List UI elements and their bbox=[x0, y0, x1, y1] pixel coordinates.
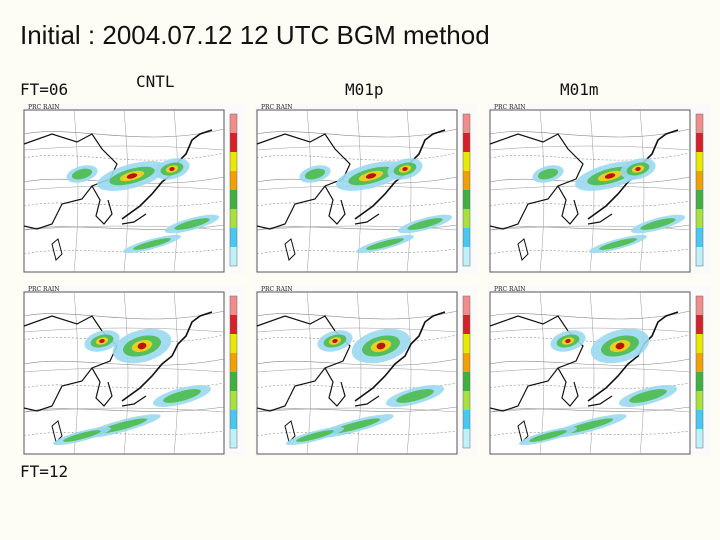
colorbar-segment bbox=[230, 334, 237, 353]
panel-header: PRC RAIN bbox=[494, 104, 526, 111]
colorbar-segment bbox=[230, 171, 237, 190]
weather-map: PRC RAIN bbox=[23, 286, 238, 455]
colorbar-segment bbox=[696, 152, 703, 171]
panel-header: PRC RAIN bbox=[494, 286, 526, 293]
colorbar-segment bbox=[696, 209, 703, 228]
colorbar-segment bbox=[463, 228, 470, 247]
colorbar-segment bbox=[463, 391, 470, 410]
row-label-ft12: FT=12 bbox=[20, 462, 69, 481]
panel-header: PRC RAIN bbox=[28, 286, 60, 293]
column-label-m01m: M01m bbox=[560, 80, 599, 99]
panel-header: PRC RAIN bbox=[28, 104, 60, 111]
colorbar-segment bbox=[230, 353, 237, 372]
colorbar-segment bbox=[696, 296, 703, 315]
colorbar-segment bbox=[230, 190, 237, 209]
colorbar-segment bbox=[463, 429, 470, 448]
panel-cntl-ft06: PRC RAIN bbox=[22, 104, 244, 274]
weather-map: PRC RAIN bbox=[23, 104, 238, 273]
colorbar-segment bbox=[696, 372, 703, 391]
column-label-cntl: CNTL bbox=[136, 72, 175, 91]
colorbar-segment bbox=[230, 247, 237, 266]
colorbar-segment bbox=[230, 152, 237, 171]
weather-map: PRC RAIN bbox=[256, 286, 471, 455]
colorbar-segment bbox=[696, 171, 703, 190]
colorbar-segment bbox=[463, 372, 470, 391]
panel-m01m-ft06: PRC RAIN bbox=[488, 104, 710, 274]
colorbar-segment bbox=[230, 372, 237, 391]
colorbar-segment bbox=[463, 171, 470, 190]
colorbar-segment bbox=[463, 152, 470, 171]
colorbar-segment bbox=[463, 353, 470, 372]
weather-map: PRC RAIN bbox=[489, 104, 704, 273]
colorbar-segment bbox=[230, 296, 237, 315]
panel-header: PRC RAIN bbox=[261, 286, 293, 293]
colorbar-segment bbox=[696, 353, 703, 372]
column-label-m01p: M01p bbox=[345, 80, 384, 99]
colorbar-segment bbox=[230, 315, 237, 334]
colorbar-segment bbox=[696, 190, 703, 209]
colorbar-segment bbox=[230, 133, 237, 152]
colorbar-segment bbox=[230, 391, 237, 410]
colorbar-segment bbox=[696, 228, 703, 247]
colorbar-segment bbox=[463, 114, 470, 133]
colorbar-segment bbox=[230, 410, 237, 429]
panel-header: PRC RAIN bbox=[261, 104, 293, 111]
colorbar-segment bbox=[230, 429, 237, 448]
colorbar-segment bbox=[463, 247, 470, 266]
panel-m01m-ft12: PRC RAIN bbox=[488, 286, 710, 456]
colorbar-segment bbox=[696, 391, 703, 410]
weather-map: PRC RAIN bbox=[489, 286, 704, 455]
panel-m01p-ft12: PRC RAIN bbox=[255, 286, 477, 456]
colorbar-segment bbox=[696, 114, 703, 133]
colorbar-segment bbox=[696, 410, 703, 429]
panel-cntl-ft12: PRC RAIN bbox=[22, 286, 244, 456]
colorbar-segment bbox=[463, 296, 470, 315]
colorbar-segment bbox=[463, 133, 470, 152]
colorbar-segment bbox=[696, 315, 703, 334]
colorbar-segment bbox=[463, 315, 470, 334]
row-label-ft06: FT=06 bbox=[20, 80, 69, 99]
colorbar-segment bbox=[696, 247, 703, 266]
colorbar-segment bbox=[463, 209, 470, 228]
weather-map: PRC RAIN bbox=[256, 104, 471, 273]
colorbar-segment bbox=[696, 133, 703, 152]
page-title: Initial : 2004.07.12 12 UTC BGM method bbox=[20, 20, 490, 50]
colorbar-segment bbox=[230, 209, 237, 228]
colorbar-segment bbox=[230, 114, 237, 133]
colorbar-segment bbox=[230, 228, 237, 247]
colorbar-segment bbox=[463, 334, 470, 353]
colorbar-segment bbox=[696, 334, 703, 353]
colorbar-segment bbox=[463, 410, 470, 429]
colorbar-segment bbox=[463, 190, 470, 209]
colorbar-segment bbox=[696, 429, 703, 448]
panel-m01p-ft06: PRC RAIN bbox=[255, 104, 477, 274]
